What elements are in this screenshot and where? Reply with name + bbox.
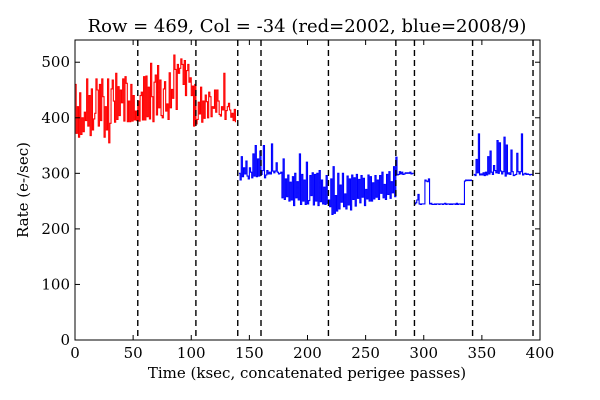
chart-title: Row = 469, Col = -34 (red=2002, blue=200… (88, 16, 527, 37)
y-tick-label: 0 (60, 331, 70, 349)
y-tick-label: 100 (41, 275, 70, 293)
x-tick-label: 0 (70, 344, 80, 362)
axis-ticks: 0 50 100 150 200 250 300 350 400 0 100 200 300 400 500 (41, 40, 554, 362)
series-line-1 (75, 54, 236, 144)
y-tick-label: 200 (41, 220, 70, 238)
x-tick-label: 250 (351, 344, 380, 362)
x-axis-label: Time (ksec, concatenated perigee passes) (148, 364, 466, 382)
x-tick-label: 200 (293, 344, 322, 362)
x-tick-label: 300 (409, 344, 438, 362)
y-tick-label: 400 (41, 109, 70, 127)
series-line-3 (414, 178, 474, 205)
x-tick-label: 50 (124, 344, 143, 362)
y-tick-label: 500 (41, 53, 70, 71)
y-tick-label: 300 (41, 164, 70, 182)
x-tick-label: 400 (526, 344, 555, 362)
x-tick-label: 350 (468, 344, 497, 362)
series-line-4 (473, 133, 533, 177)
y-axis-label: Rate (e-/sec) (14, 142, 32, 238)
series-line-2 (238, 143, 414, 215)
x-tick-label: 150 (235, 344, 264, 362)
plot-area (75, 40, 534, 340)
x-tick-label: 100 (177, 344, 206, 362)
